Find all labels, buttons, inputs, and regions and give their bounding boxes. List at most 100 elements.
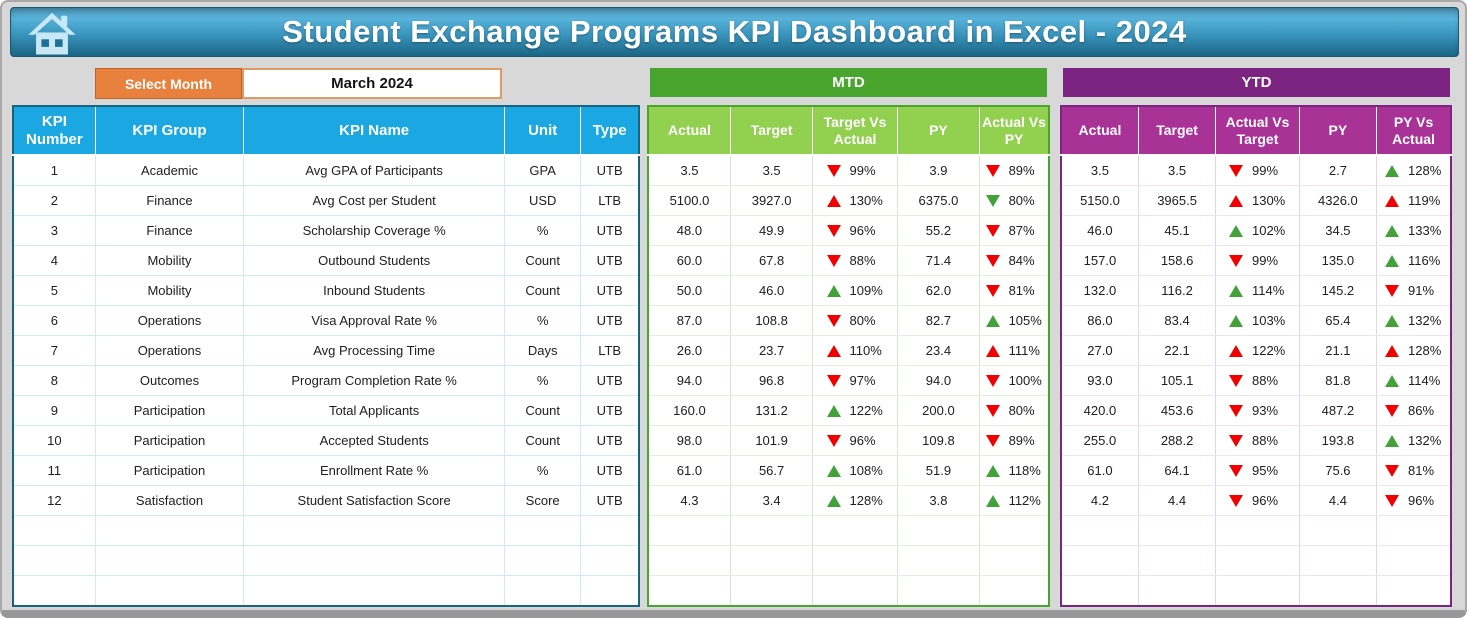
kpi-group-cell[interactable]: Outcomes <box>95 365 245 396</box>
empty-cell[interactable] <box>1061 545 1139 576</box>
mtd-target-vs-actual-cell[interactable]: 109% <box>812 275 898 306</box>
empty-cell[interactable] <box>812 545 898 576</box>
mtd-actual-cell[interactable]: 94.0 <box>648 365 731 396</box>
empty-cell[interactable] <box>1061 575 1139 607</box>
ytd-py-cell[interactable]: 75.6 <box>1299 455 1378 486</box>
mtd-target-vs-actual-cell[interactable]: 96% <box>812 425 898 456</box>
ytd-py-cell[interactable]: 135.0 <box>1299 245 1378 276</box>
empty-cell[interactable] <box>979 515 1049 546</box>
empty-cell[interactable] <box>812 575 898 607</box>
ytd-target-cell[interactable]: 3.5 <box>1138 155 1217 186</box>
mtd-actual-vs-py-cell[interactable]: 111% <box>979 335 1049 366</box>
mtd-target-cell[interactable]: 67.8 <box>730 245 814 276</box>
empty-cell[interactable] <box>1215 545 1300 576</box>
mtd-target-cell[interactable]: 3927.0 <box>730 185 814 216</box>
empty-cell[interactable] <box>1376 515 1451 546</box>
ytd-py-cell[interactable]: 81.8 <box>1299 365 1378 396</box>
ytd-py-cell[interactable]: 2.7 <box>1299 155 1378 186</box>
unit-cell[interactable]: Score <box>504 485 582 516</box>
empty-cell[interactable] <box>580 545 639 576</box>
mtd-actual-vs-py-cell[interactable]: 87% <box>979 215 1049 246</box>
mtd-py-cell[interactable]: 200.0 <box>897 395 981 426</box>
ytd-target-cell[interactable]: 22.1 <box>1138 335 1217 366</box>
mtd-actual-vs-py-cell[interactable]: 81% <box>979 275 1049 306</box>
ytd-py-vs-actual-cell[interactable]: 116% <box>1376 245 1451 276</box>
empty-cell[interactable] <box>812 515 898 546</box>
mtd-target-vs-actual-cell[interactable]: 97% <box>812 365 898 396</box>
ytd-actual-vs-target-cell[interactable]: 122% <box>1215 335 1300 366</box>
kpi-name-cell[interactable]: Outbound Students <box>243 245 506 276</box>
empty-cell[interactable] <box>648 575 731 607</box>
mtd-py-cell[interactable]: 82.7 <box>897 305 981 336</box>
empty-cell[interactable] <box>504 515 582 546</box>
ytd-py-vs-actual-cell[interactable]: 119% <box>1376 185 1451 216</box>
empty-cell[interactable] <box>13 515 96 546</box>
ytd-target-cell[interactable]: 453.6 <box>1138 395 1217 426</box>
mtd-py-cell[interactable]: 109.8 <box>897 425 981 456</box>
mtd-target-cell[interactable]: 56.7 <box>730 455 814 486</box>
ytd-target-cell[interactable]: 83.4 <box>1138 305 1217 336</box>
ytd-actual-cell[interactable]: 132.0 <box>1061 275 1139 306</box>
kpi-group-cell[interactable]: Operations <box>95 305 245 336</box>
ytd-actual-vs-target-cell[interactable]: 102% <box>1215 215 1300 246</box>
empty-cell[interactable] <box>1376 545 1451 576</box>
ytd-py-cell[interactable]: 65.4 <box>1299 305 1378 336</box>
mtd-target-vs-actual-cell[interactable]: 122% <box>812 395 898 426</box>
empty-cell[interactable] <box>648 515 731 546</box>
mtd-actual-cell[interactable]: 4.3 <box>648 485 731 516</box>
ytd-py-vs-actual-cell[interactable]: 114% <box>1376 365 1451 396</box>
type-cell[interactable]: UTB <box>580 395 639 426</box>
kpi-number-cell[interactable]: 4 <box>13 245 96 276</box>
mtd-actual-cell[interactable]: 3.5 <box>648 155 731 186</box>
empty-cell[interactable] <box>95 545 245 576</box>
mtd-target-cell[interactable]: 131.2 <box>730 395 814 426</box>
unit-cell[interactable]: Count <box>504 245 582 276</box>
kpi-number-cell[interactable]: 9 <box>13 395 96 426</box>
mtd-target-cell[interactable]: 3.5 <box>730 155 814 186</box>
ytd-target-cell[interactable]: 158.6 <box>1138 245 1217 276</box>
kpi-name-cell[interactable]: Enrollment Rate % <box>243 455 506 486</box>
ytd-py-vs-actual-cell[interactable]: 133% <box>1376 215 1451 246</box>
mtd-target-vs-actual-cell[interactable]: 80% <box>812 305 898 336</box>
ytd-py-vs-actual-cell[interactable]: 86% <box>1376 395 1451 426</box>
empty-cell[interactable] <box>1138 575 1217 607</box>
empty-cell[interactable] <box>243 515 506 546</box>
ytd-actual-vs-target-cell[interactable]: 114% <box>1215 275 1300 306</box>
ytd-py-vs-actual-cell[interactable]: 132% <box>1376 305 1451 336</box>
month-select-dropdown[interactable]: March 2024 <box>242 68 502 99</box>
empty-cell[interactable] <box>1299 515 1378 546</box>
kpi-name-cell[interactable]: Scholarship Coverage % <box>243 215 506 246</box>
ytd-actual-vs-target-cell[interactable]: 96% <box>1215 485 1300 516</box>
mtd-actual-vs-py-cell[interactable]: 118% <box>979 455 1049 486</box>
kpi-number-cell[interactable]: 6 <box>13 305 96 336</box>
mtd-target-cell[interactable]: 101.9 <box>730 425 814 456</box>
unit-cell[interactable]: Days <box>504 335 582 366</box>
ytd-py-cell[interactable]: 487.2 <box>1299 395 1378 426</box>
ytd-py-vs-actual-cell[interactable]: 81% <box>1376 455 1451 486</box>
kpi-number-cell[interactable]: 5 <box>13 275 96 306</box>
type-cell[interactable]: UTB <box>580 215 639 246</box>
empty-cell[interactable] <box>13 545 96 576</box>
mtd-actual-cell[interactable]: 26.0 <box>648 335 731 366</box>
empty-cell[interactable] <box>1215 575 1300 607</box>
ytd-target-cell[interactable]: 105.1 <box>1138 365 1217 396</box>
kpi-name-cell[interactable]: Visa Approval Rate % <box>243 305 506 336</box>
mtd-target-vs-actual-cell[interactable]: 96% <box>812 215 898 246</box>
home-icon[interactable] <box>27 12 77 56</box>
kpi-number-cell[interactable]: 3 <box>13 215 96 246</box>
kpi-group-cell[interactable]: Mobility <box>95 245 245 276</box>
ytd-py-vs-actual-cell[interactable]: 132% <box>1376 425 1451 456</box>
empty-cell[interactable] <box>1138 545 1217 576</box>
kpi-group-cell[interactable]: Mobility <box>95 275 245 306</box>
kpi-number-cell[interactable]: 2 <box>13 185 96 216</box>
mtd-actual-vs-py-cell[interactable]: 89% <box>979 155 1049 186</box>
kpi-name-cell[interactable]: Student Satisfaction Score <box>243 485 506 516</box>
mtd-target-vs-actual-cell[interactable]: 108% <box>812 455 898 486</box>
kpi-number-cell[interactable]: 1 <box>13 155 96 186</box>
empty-cell[interactable] <box>504 575 582 607</box>
kpi-group-cell[interactable]: Participation <box>95 425 245 456</box>
empty-cell[interactable] <box>979 545 1049 576</box>
empty-cell[interactable] <box>1376 575 1451 607</box>
empty-cell[interactable] <box>1061 515 1139 546</box>
ytd-actual-vs-target-cell[interactable]: 130% <box>1215 185 1300 216</box>
